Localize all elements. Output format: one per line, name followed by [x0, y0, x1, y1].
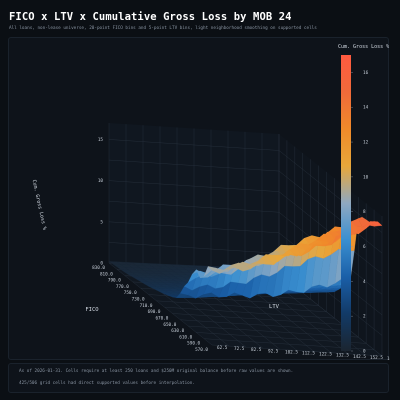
- colorbar-tick-label: 10: [363, 174, 369, 180]
- y-tick-label: 112.5: [302, 351, 315, 357]
- y-tick-label: 82.5: [251, 347, 262, 353]
- colorbar-tick-label: 0: [363, 349, 366, 355]
- chart-subtitle: All loans, non-lease universe, 20-point …: [9, 26, 317, 31]
- z-tick-label: 0: [100, 261, 103, 267]
- x-tick-label: 750.0: [124, 290, 137, 296]
- footnote-panel: As of 2026-01-31. Cells require at least…: [8, 363, 389, 393]
- footnote-2: 425/506 grid cells had direct supported …: [19, 381, 195, 386]
- surface-cell: [207, 266, 221, 274]
- y-tick-label: 132.5: [336, 353, 349, 359]
- colorbar-tick-label: 6: [363, 244, 366, 250]
- x-tick-label: 830.0: [92, 265, 105, 271]
- x-tick-label: 670.0: [155, 316, 168, 322]
- footnote-1: As of 2026-01-31. Cells require at least…: [19, 369, 294, 374]
- y-tick-label: 142.5: [353, 354, 366, 360]
- x-tick-label: 730.0: [132, 297, 145, 303]
- x-tick-label: 570.0: [195, 347, 208, 353]
- y-tick-label: 102.5: [285, 349, 298, 355]
- x-tick-label: 690.0: [148, 309, 161, 315]
- x-tick-label: 610.0: [179, 334, 192, 340]
- y-tick-label: 122.5: [319, 352, 332, 358]
- colorbar-tick-label: 2: [363, 314, 366, 320]
- y-tick-label: 72.5: [234, 346, 245, 352]
- axis-labels: 830.0810.0790.0770.0750.0730.0710.0690.0…: [31, 137, 390, 361]
- plot-panel[interactable]: 830.0 810.0 790.0 770.0 750.0 730.0 710.0 690.0…: [8, 37, 390, 361]
- x-tick-label: 790.0: [108, 278, 121, 284]
- x-tick-label: 710.0: [140, 303, 153, 309]
- y-tick-label: 162.5: [387, 356, 390, 361]
- x-tick-label: 650.0: [163, 322, 176, 328]
- x-tick-label: 630.0: [171, 328, 184, 334]
- colorbar-tick-label: 12: [363, 140, 369, 146]
- y-tick-label: 62.5: [217, 345, 228, 351]
- x-axis-title: FICO: [85, 307, 98, 313]
- surface-plot-3d[interactable]: 830.0810.0790.0770.0750.0730.0710.0690.0…: [9, 38, 390, 361]
- z-tick-label: 10: [98, 178, 104, 184]
- colorbar-tick-label: 4: [363, 279, 366, 285]
- x-tick-label: 770.0: [116, 284, 129, 290]
- z-tick-label: 15: [98, 137, 104, 143]
- floor-grid-line: [108, 262, 213, 346]
- y-axis-title: LTV: [269, 304, 280, 310]
- surface: [108, 217, 383, 299]
- colorbar: 0 2 4 6 8 10 12 14 16: [341, 55, 369, 355]
- x-tick-label: 590.0: [187, 341, 200, 347]
- z-tick-label: 5: [100, 219, 103, 225]
- z-axis-title: Cum. Gross Loss %: [31, 179, 48, 230]
- colorbar-tick-label: 16: [363, 70, 369, 76]
- colorbar-gradient: [341, 55, 351, 351]
- y-tick-label: 92.5: [268, 348, 279, 354]
- y-tick-label: 152.5: [370, 355, 383, 361]
- colorbar-title: Cum. Gross Loss %: [338, 44, 390, 50]
- colorbar-tick-label: 8: [363, 209, 366, 215]
- x-tick-label: 810.0: [100, 271, 113, 277]
- colorbar-tick-label: 14: [363, 105, 369, 111]
- chart-title: FICO x LTV x Cumulative Gross Loss by MO…: [9, 11, 292, 23]
